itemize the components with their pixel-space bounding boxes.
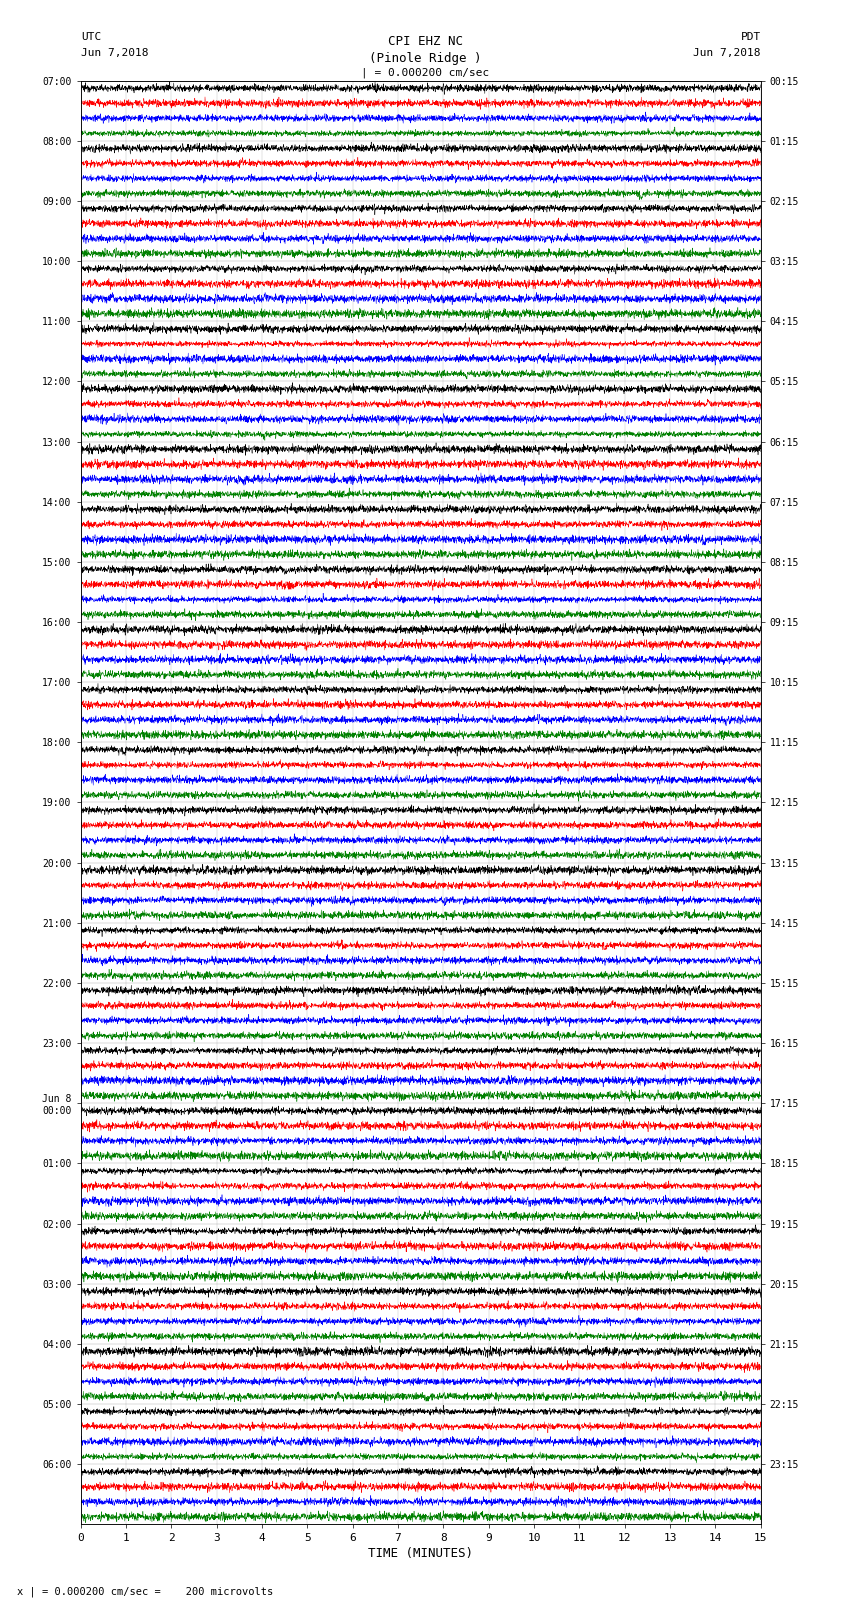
Text: UTC: UTC (81, 32, 101, 42)
Text: x | = 0.000200 cm/sec =    200 microvolts: x | = 0.000200 cm/sec = 200 microvolts (17, 1586, 273, 1597)
Text: Jun 7,2018: Jun 7,2018 (694, 48, 761, 58)
Text: Jun 7,2018: Jun 7,2018 (81, 48, 148, 58)
X-axis label: TIME (MINUTES): TIME (MINUTES) (368, 1547, 473, 1560)
Text: PDT: PDT (740, 32, 761, 42)
Text: (Pinole Ridge ): (Pinole Ridge ) (369, 52, 481, 65)
Text: | = 0.000200 cm/sec: | = 0.000200 cm/sec (361, 68, 489, 79)
Text: CPI EHZ NC: CPI EHZ NC (388, 35, 462, 48)
